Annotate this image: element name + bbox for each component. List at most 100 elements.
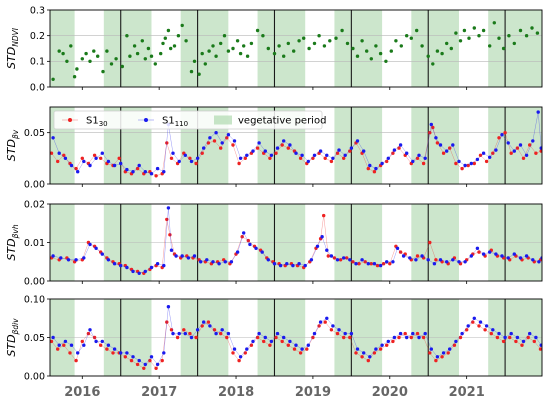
data-point <box>536 110 540 114</box>
data-point <box>94 246 98 250</box>
data-point <box>88 328 92 332</box>
data-point <box>477 250 481 254</box>
data-point <box>298 156 303 160</box>
data-point <box>140 39 144 43</box>
data-point <box>420 254 424 258</box>
data-point <box>355 54 360 58</box>
data-point <box>458 39 463 43</box>
legend-label: S130 <box>86 116 108 129</box>
data-point <box>219 146 223 150</box>
data-point <box>217 262 221 266</box>
data-point <box>189 335 194 340</box>
data-point <box>426 258 430 262</box>
data-point <box>405 335 409 340</box>
data-point <box>462 28 467 33</box>
data-point <box>348 335 352 340</box>
data-point <box>183 331 187 336</box>
data-point <box>337 328 341 332</box>
data-point <box>497 331 501 336</box>
data-point <box>131 170 135 174</box>
data-point <box>380 343 384 347</box>
data-point <box>162 170 166 174</box>
data-point <box>305 347 309 351</box>
data-point <box>75 67 79 71</box>
data-point <box>132 44 137 48</box>
legend-item: S130 <box>62 116 108 129</box>
legend-label: S1110 <box>162 116 188 129</box>
data-point <box>342 256 346 260</box>
data-point <box>249 343 254 347</box>
data-point <box>375 263 380 268</box>
data-point <box>528 143 532 147</box>
data-point <box>62 343 66 347</box>
y-tick-label: 0.02 <box>24 199 45 210</box>
data-point <box>51 254 55 258</box>
data-point <box>311 156 315 160</box>
data-point <box>137 271 141 275</box>
data-point <box>260 250 264 254</box>
data-point <box>440 355 444 359</box>
data-point <box>337 148 341 152</box>
panel-frame <box>49 9 543 88</box>
data-point <box>423 156 427 160</box>
data-point <box>214 54 218 58</box>
data-point <box>435 355 440 359</box>
data-point <box>326 254 330 258</box>
data-point <box>245 54 250 58</box>
data-point <box>176 34 181 38</box>
data-point <box>243 156 247 160</box>
data-point <box>531 139 535 143</box>
legend: S130 S1110 vegetative period <box>53 110 326 130</box>
data-point <box>88 163 92 168</box>
data-point <box>372 262 377 266</box>
data-point <box>106 343 111 347</box>
data-point <box>385 260 389 264</box>
data-point <box>66 258 71 262</box>
data-point <box>275 146 280 150</box>
data-point <box>56 159 60 164</box>
data-point <box>428 351 432 355</box>
data-point <box>237 358 241 363</box>
data-point <box>491 151 495 155</box>
data-point <box>255 28 260 33</box>
data-point <box>74 166 78 171</box>
legend-item: S1110 <box>138 116 188 129</box>
data-point <box>82 159 86 164</box>
data-point <box>51 77 55 82</box>
data-point <box>220 328 224 332</box>
data-point <box>119 161 123 166</box>
data-point <box>524 34 529 38</box>
data-point <box>212 328 217 332</box>
data-point <box>163 36 167 40</box>
data-point <box>277 44 281 48</box>
data-point <box>503 131 507 135</box>
data-point <box>203 62 207 66</box>
data-point <box>129 358 134 363</box>
data-point <box>192 59 197 63</box>
data-point <box>481 28 486 33</box>
data-point <box>286 41 290 46</box>
data-point <box>497 36 501 40</box>
data-point <box>385 343 389 347</box>
data-point <box>421 335 426 340</box>
data-point <box>280 339 284 344</box>
data-point <box>411 159 415 164</box>
y-tick-label: 0.00 <box>24 371 45 382</box>
series-S1_110 <box>51 206 542 275</box>
data-point <box>322 44 327 48</box>
data-point <box>274 335 278 340</box>
data-point <box>148 358 152 363</box>
x-tick-label: 2016 <box>64 385 100 400</box>
data-point <box>417 153 421 157</box>
data-point <box>514 339 518 344</box>
data-point <box>484 324 489 328</box>
data-point <box>137 163 141 168</box>
data-point <box>119 351 123 355</box>
data-point <box>512 149 516 153</box>
data-point <box>82 343 86 347</box>
data-point <box>528 331 532 336</box>
data-point <box>458 335 463 340</box>
data-point <box>72 75 77 79</box>
data-point <box>463 163 467 168</box>
data-point <box>154 366 158 370</box>
